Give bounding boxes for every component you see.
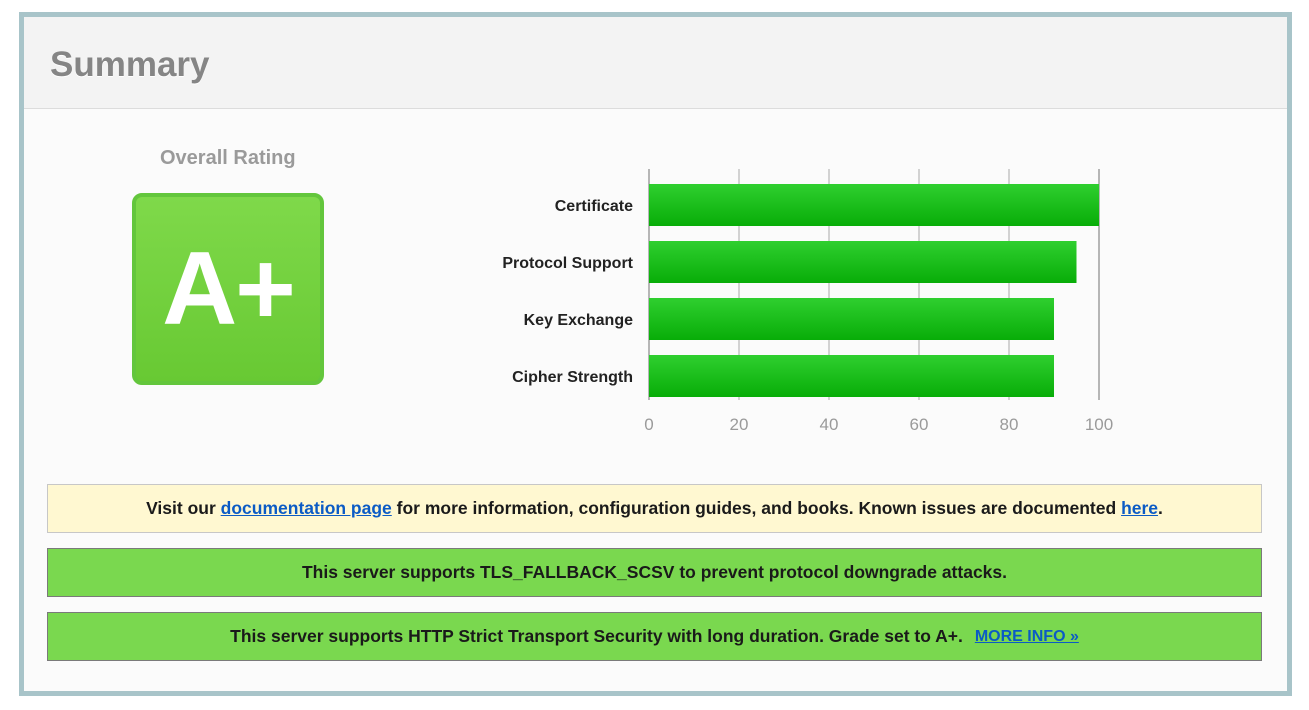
more-info-link[interactable]: MORE INFO »: [974, 627, 1079, 645]
bar-key-exchange: [649, 298, 1054, 340]
fallback-notice-code: TLS_FALLBACK_SCSV: [479, 562, 675, 582]
tick-label: 100: [1085, 415, 1113, 434]
category-label: Certificate: [555, 198, 633, 215]
doc-notice-suffix: .: [1158, 498, 1163, 518]
rating-bar-chart: Certificate Protocol Support Key Exchange C…: [502, 169, 1113, 434]
tick-label: 80: [1000, 415, 1019, 434]
bar-cipher-strength: [649, 355, 1054, 397]
documentation-notice: Visit our documentation page for more in…: [47, 484, 1262, 533]
known-issues-link[interactable]: here: [1121, 498, 1159, 518]
bar-protocol-support: [649, 241, 1077, 283]
hsts-notice: This server supports HTTP Strict Transpo…: [47, 612, 1262, 661]
fallback-scsv-notice: This server supports TLS_FALLBACK_SCSV t…: [47, 548, 1262, 597]
doc-notice-middle: for more information, configuration guid…: [396, 498, 1117, 518]
category-label: Cipher Strength: [512, 369, 633, 386]
category-label: Key Exchange: [524, 312, 633, 329]
tick-label: 20: [730, 415, 749, 434]
overall-rating-label: Overall Rating: [160, 147, 296, 169]
tick-label: 0: [644, 415, 653, 434]
bar-certificate: [649, 184, 1099, 226]
page-title: Summary: [50, 45, 210, 84]
fallback-notice-suffix: to prevent protocol downgrade attacks.: [679, 562, 1008, 582]
tick-label: 40: [820, 415, 839, 434]
summary-panel: Summary Overall Rating A+ Certificate Pro…: [19, 12, 1292, 696]
tick-label: 60: [910, 415, 929, 434]
documentation-page-link[interactable]: documentation page: [220, 498, 392, 518]
fallback-notice-prefix: This server supports: [301, 562, 476, 582]
summary-header: Summary: [24, 17, 1287, 109]
category-label: Protocol Support: [502, 255, 633, 272]
grade-badge: A+: [132, 193, 324, 385]
hsts-notice-text: This server supports HTTP Strict Transpo…: [230, 626, 963, 646]
doc-notice-prefix: Visit our: [146, 498, 216, 518]
